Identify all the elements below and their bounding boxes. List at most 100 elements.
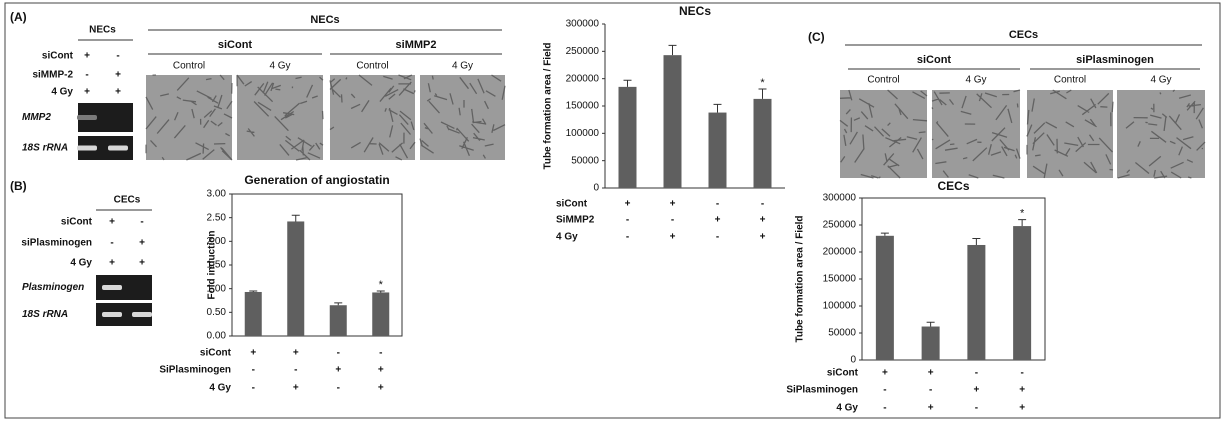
condition-sign: + bbox=[670, 232, 676, 243]
bar bbox=[287, 221, 305, 336]
gel-band bbox=[102, 285, 122, 290]
micrograph-texture bbox=[145, 74, 233, 161]
condition-sign: - bbox=[761, 199, 764, 210]
condition-sign: - bbox=[337, 348, 340, 359]
condition-sign: - bbox=[1020, 368, 1023, 379]
condition-row-label: siCont bbox=[827, 368, 859, 379]
condition-row-label: SiPlasminogen bbox=[786, 385, 858, 396]
condition-sign: + bbox=[760, 215, 766, 226]
y-tick-label: 300000 bbox=[566, 19, 600, 30]
condition-sign: + bbox=[715, 215, 721, 226]
condition-sign: + bbox=[973, 385, 979, 396]
plot-frame bbox=[231, 193, 403, 337]
y-tick-label: 150000 bbox=[566, 101, 600, 112]
gel-band bbox=[132, 312, 152, 317]
micrograph-texture bbox=[329, 74, 416, 161]
gel-row-label: siPlasminogen bbox=[21, 238, 92, 249]
y-tick-label: 0.00 bbox=[207, 331, 227, 342]
bar bbox=[708, 112, 727, 188]
condition-sign: - bbox=[294, 365, 297, 376]
gel-band bbox=[108, 145, 128, 151]
y-tick-label: 1.50 bbox=[207, 260, 227, 271]
gel-sign: + bbox=[115, 87, 121, 98]
condition-sign: - bbox=[929, 385, 932, 396]
chart-title: CECs bbox=[937, 179, 969, 193]
gel-row-label: 4 Gy bbox=[51, 87, 73, 98]
condition-sign: + bbox=[928, 368, 934, 379]
gel-row-label: 4 Gy bbox=[70, 258, 92, 269]
bar bbox=[618, 86, 637, 188]
condition-sign: + bbox=[882, 368, 888, 379]
group-label: siCont bbox=[218, 39, 253, 51]
gel-row-label: siCont bbox=[42, 51, 74, 62]
gel-sign: + bbox=[109, 258, 115, 269]
error-bar bbox=[758, 88, 767, 99]
gel-row-label: siMMP-2 bbox=[32, 70, 73, 81]
y-tick-label: 2.50 bbox=[207, 212, 227, 223]
gel-title: CECs bbox=[114, 195, 141, 206]
y-tick-label: 300000 bbox=[823, 193, 857, 204]
y-tick-label: 200000 bbox=[823, 247, 857, 258]
error-bar bbox=[668, 44, 677, 56]
bar bbox=[967, 244, 986, 360]
images-title: NECs bbox=[310, 14, 339, 26]
images-title: CECs bbox=[1009, 29, 1038, 41]
gel-band bbox=[77, 115, 97, 120]
error-bar bbox=[880, 232, 889, 236]
gel-sign: + bbox=[84, 51, 90, 62]
condition-label: 4 Gy bbox=[269, 61, 290, 72]
y-tick-label: 250000 bbox=[566, 46, 600, 57]
chart-title: Generation of angiostatin bbox=[244, 173, 389, 187]
condition-sign: - bbox=[252, 365, 255, 376]
gel-image bbox=[96, 303, 152, 326]
condition-row-label: SiMMP2 bbox=[556, 215, 595, 226]
group-label: siCont bbox=[917, 54, 952, 66]
condition-row-label: 4 Gy bbox=[556, 232, 578, 243]
gel-sign: + bbox=[84, 87, 90, 98]
gel-band-label: 18S rRNA bbox=[22, 309, 68, 320]
bar bbox=[875, 235, 894, 360]
chart-title: NECs bbox=[679, 4, 711, 18]
micrograph-texture bbox=[1026, 89, 1114, 179]
micrograph bbox=[932, 90, 1020, 178]
micrograph bbox=[1027, 90, 1113, 178]
condition-row-label: 4 Gy bbox=[836, 403, 858, 414]
condition-sign: - bbox=[671, 215, 674, 226]
y-tick-label: 250000 bbox=[823, 220, 857, 231]
error-bar bbox=[1018, 219, 1027, 227]
gel-title: NECs bbox=[89, 25, 116, 36]
micrograph-texture bbox=[236, 74, 324, 161]
condition-sign: + bbox=[378, 383, 384, 394]
y-tick-label: 0 bbox=[850, 355, 856, 366]
gel-band-label: 18S rRNA bbox=[22, 143, 68, 154]
micrograph bbox=[237, 75, 323, 160]
y-tick-label: 2.00 bbox=[207, 236, 227, 247]
condition-label: 4 Gy bbox=[1150, 75, 1171, 86]
gel-band-label: Plasminogen bbox=[22, 282, 84, 293]
bar bbox=[753, 98, 772, 188]
significance-mark: * bbox=[379, 279, 384, 291]
bar bbox=[244, 291, 262, 336]
panel-label: (A) bbox=[10, 10, 27, 24]
significance-mark: * bbox=[1020, 208, 1025, 220]
condition-sign: + bbox=[293, 383, 299, 394]
gel-sign: - bbox=[140, 217, 143, 228]
bar bbox=[663, 55, 682, 188]
condition-sign: + bbox=[1019, 403, 1025, 414]
bar bbox=[372, 292, 390, 336]
condition-sign: + bbox=[760, 232, 766, 243]
micrograph bbox=[1117, 90, 1205, 178]
condition-sign: - bbox=[626, 215, 629, 226]
micrograph-texture bbox=[1117, 89, 1206, 179]
condition-sign: - bbox=[626, 232, 629, 243]
gel-row-label: siCont bbox=[61, 217, 93, 228]
y-tick-label: 50000 bbox=[571, 155, 599, 166]
panel-label: (C) bbox=[808, 30, 825, 44]
gel-sign: + bbox=[109, 217, 115, 228]
error-bar bbox=[926, 321, 935, 327]
condition-row-label: SiPlasminogen bbox=[159, 365, 231, 376]
condition-sign: - bbox=[252, 383, 255, 394]
y-tick-label: 200000 bbox=[566, 73, 600, 84]
gel-sign: + bbox=[139, 238, 145, 249]
